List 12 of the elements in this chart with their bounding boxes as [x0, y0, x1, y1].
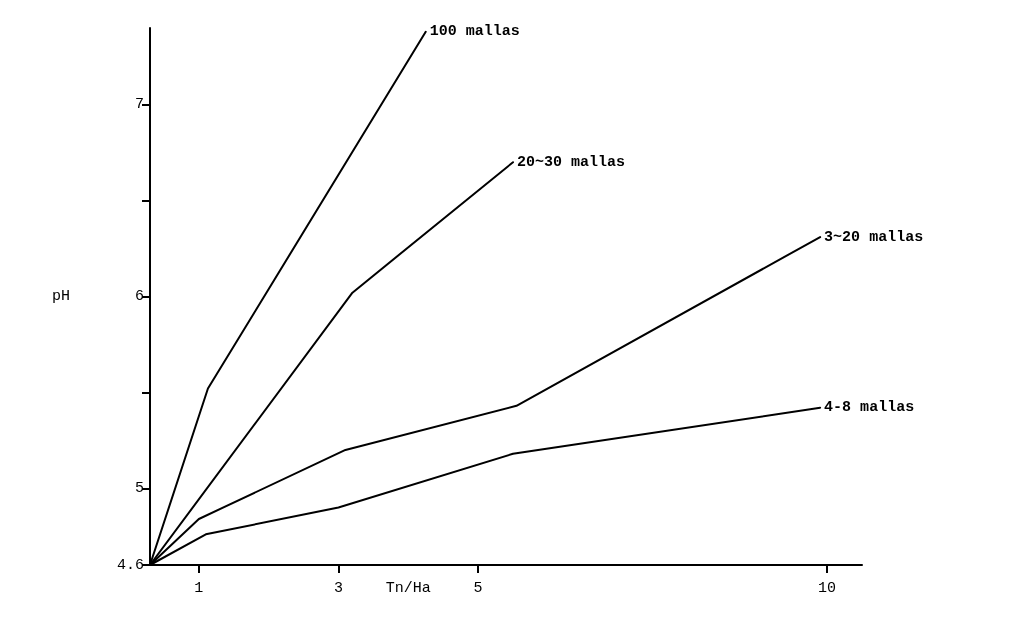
series-label: 100 mallas [429, 23, 520, 41]
x-tick-label: 10 [818, 580, 837, 597]
series-label: 4-8 mallas [824, 399, 915, 417]
x-tick-label: 5 [473, 580, 483, 597]
x-axis-title: Tn/Ha [385, 580, 431, 597]
y-tick-label: 7 [134, 96, 144, 114]
x-tick-label: 1 [194, 580, 204, 597]
series-label: 20~30 mallas [516, 153, 626, 171]
series-label: 3~20 mallas [824, 228, 924, 246]
y-tick-label: 4.6 [116, 556, 144, 574]
y-axis-title: pH [51, 288, 70, 305]
x-tick-label: 3 [333, 580, 343, 597]
